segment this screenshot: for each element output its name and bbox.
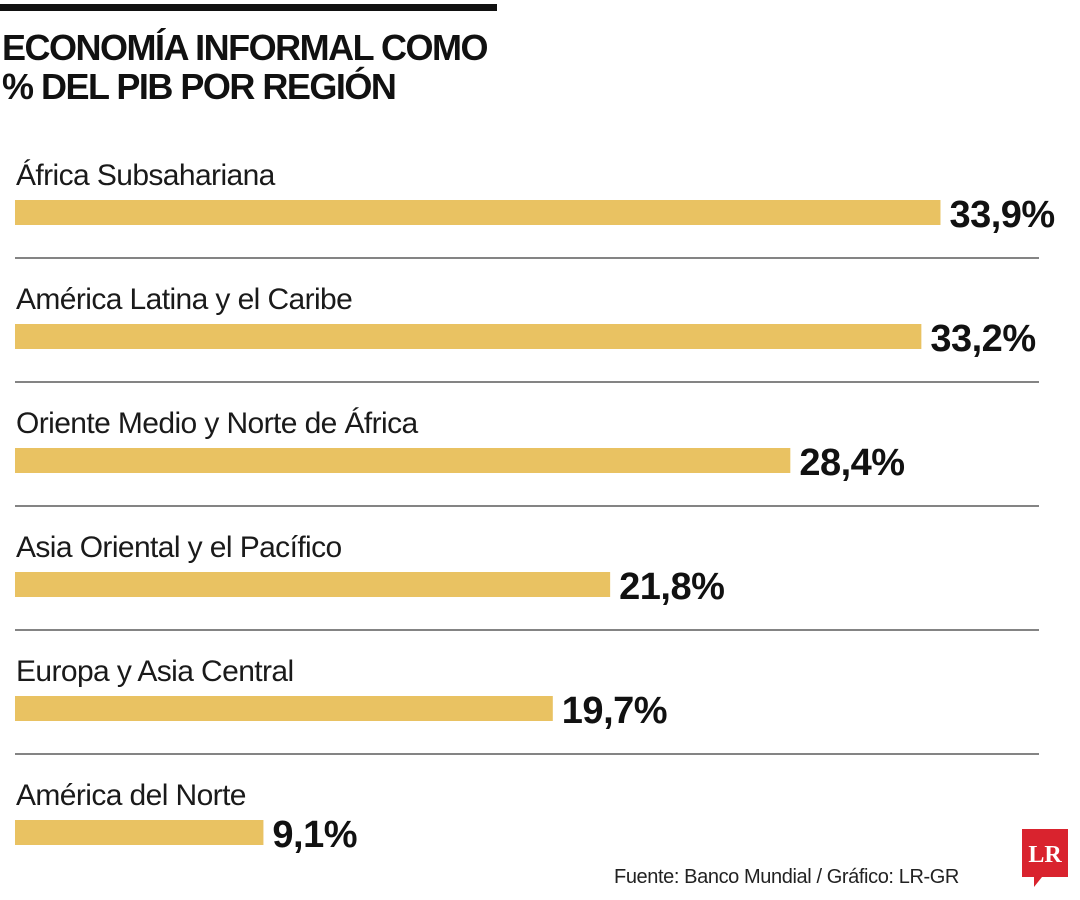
- category-label: Europa y Asia Central: [16, 655, 294, 688]
- bar: [15, 696, 553, 721]
- lr-logo-shape: [1022, 829, 1068, 887]
- bar: [15, 448, 791, 473]
- category-label: Oriente Medio y Norte de África: [16, 407, 418, 440]
- category-label: África Subsahariana: [16, 159, 276, 192]
- bar: [15, 324, 922, 349]
- lr-logo-text: LR: [1028, 842, 1062, 868]
- value-label: 33,9%: [949, 194, 1054, 236]
- category-label: América del Norte: [16, 779, 246, 812]
- value-label: 33,2%: [930, 318, 1035, 360]
- value-label: 9,1%: [272, 814, 357, 856]
- source-note: Fuente: Banco Mundial / Gráfico: LR-GR: [614, 866, 959, 888]
- category-label: América Latina y el Caribe: [16, 283, 352, 316]
- value-label: 21,8%: [619, 566, 724, 608]
- chart-title: ECONOMÍA INFORMAL COMO % DEL PIB POR REG…: [2, 27, 488, 107]
- top-rule: [0, 4, 497, 11]
- lr-logo: LR: [1022, 829, 1068, 887]
- bar: [15, 572, 611, 597]
- value-label: 28,4%: [799, 442, 904, 484]
- value-label: 19,7%: [562, 690, 667, 732]
- bar: [15, 200, 941, 225]
- bar: [15, 820, 264, 845]
- category-label: Asia Oriental y el Pacífico: [16, 531, 342, 564]
